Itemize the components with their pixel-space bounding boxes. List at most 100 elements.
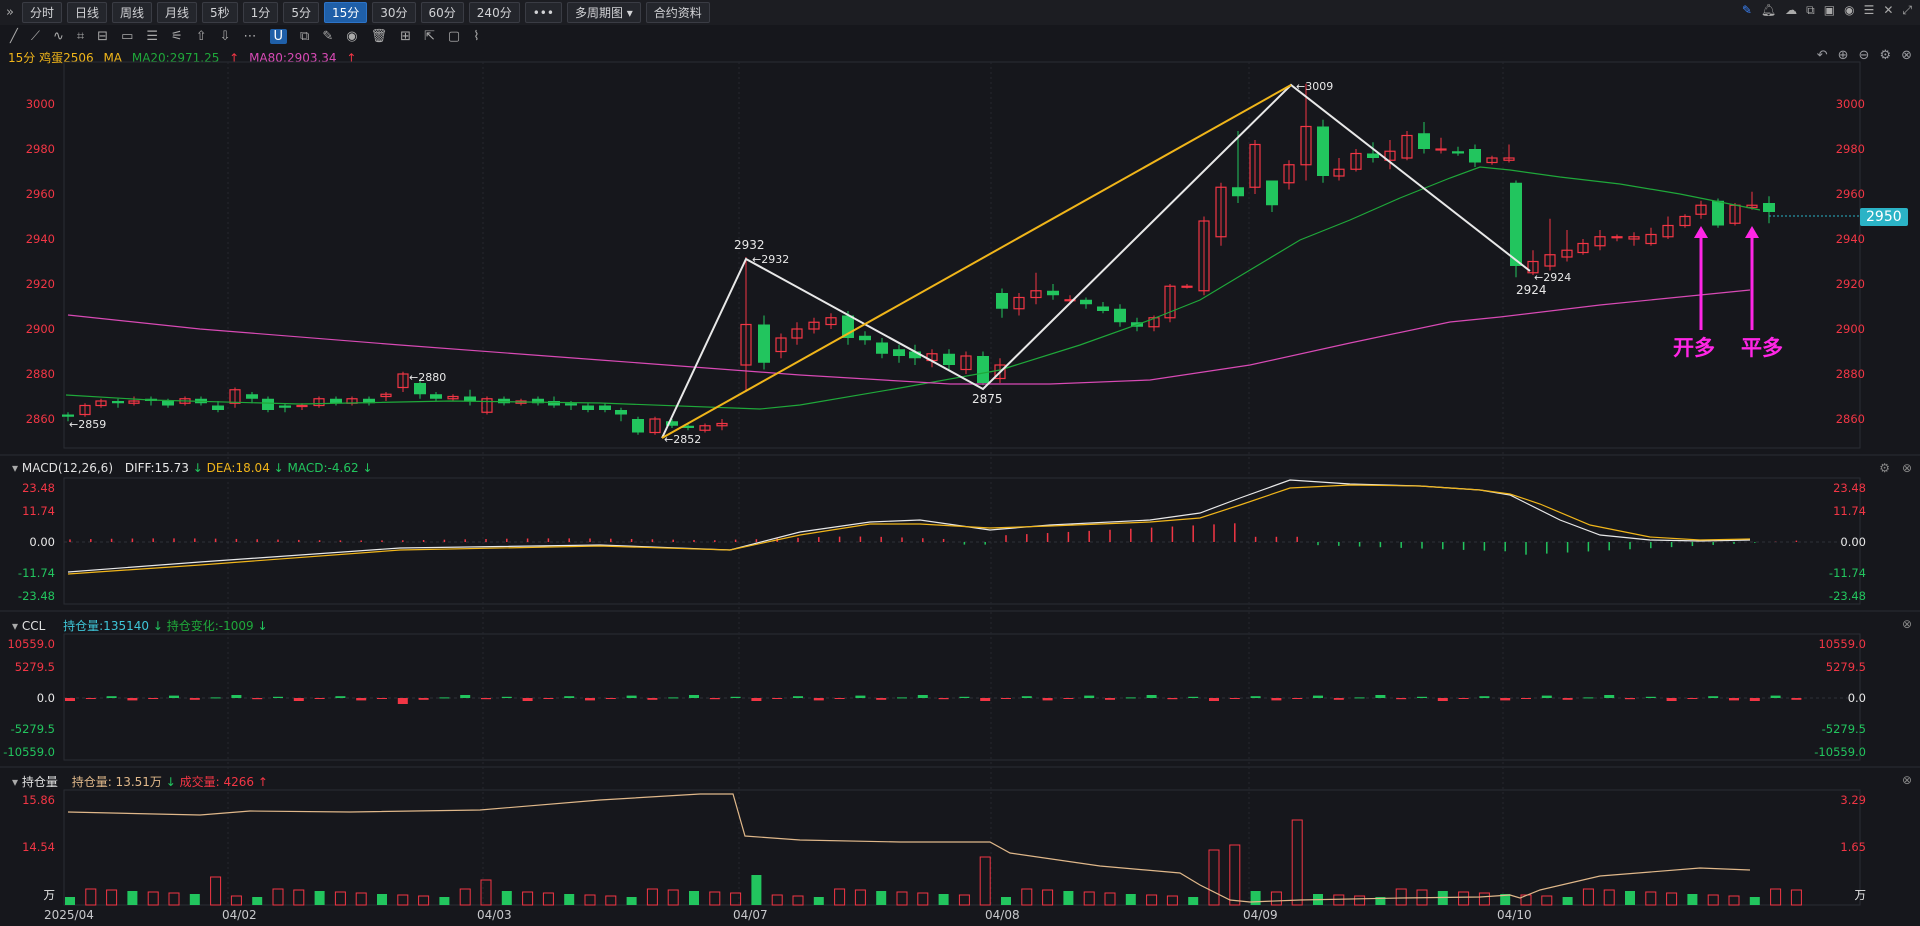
macd-settings-icon[interactable]: ⚙ — [1879, 461, 1890, 475]
fullscreen-icon[interactable]: ⤢ — [1902, 3, 1912, 17]
candle-up — [1215, 186, 1227, 238]
ccl-bar — [1417, 696, 1427, 698]
up-arrow-tool-icon[interactable]: ⇧ — [195, 28, 207, 44]
candle-up — [1283, 164, 1295, 184]
ccl-bar — [1042, 698, 1053, 701]
ruler-icon[interactable]: ⌇ — [473, 28, 480, 44]
ccl-bar — [1396, 698, 1407, 700]
candle-up — [791, 328, 803, 339]
collapse-icon[interactable]: ▾ — [12, 775, 19, 789]
wave-tool-icon[interactable]: ∿ — [52, 28, 64, 44]
group-icon[interactable]: ⊞ — [400, 28, 411, 44]
fib-tool-icon[interactable]: ⌗ — [76, 28, 85, 44]
close-icon[interactable]: ⊗ — [1901, 48, 1912, 63]
candle-up — [95, 400, 107, 407]
period-button[interactable]: 15分 — [323, 2, 368, 23]
main-right-tick: 2960 — [1835, 187, 1865, 201]
period-button[interactable]: 5分 — [283, 2, 319, 23]
period-button[interactable]: 30分 — [372, 2, 416, 23]
candle-up — [1333, 168, 1345, 177]
pencil-icon[interactable]: ✎ — [322, 28, 334, 44]
expand-icon[interactable]: » — [6, 5, 14, 20]
down-arrow-tool-icon[interactable]: ⇩ — [219, 28, 231, 44]
layers-icon[interactable]: ⧉ — [300, 28, 310, 44]
volume-bar — [168, 892, 180, 906]
pivot-2924-label: 2924 — [1516, 283, 1547, 297]
candle-up — [1628, 236, 1640, 240]
alert-bell-icon[interactable]: 🔔︎ — [1760, 3, 1777, 17]
settings-icon[interactable]: ⚙ — [1879, 48, 1892, 63]
volume-bar — [85, 888, 97, 906]
ccl-bar — [1666, 698, 1677, 701]
multi-period-label: 多周期图 — [574, 6, 623, 20]
export-icon[interactable]: ⇱ — [423, 28, 435, 44]
ccl-close-icon[interactable]: ⊗ — [1901, 617, 1912, 631]
volume-bar — [689, 891, 699, 905]
macd-right-tick: 11.74 — [1833, 504, 1866, 518]
period-button[interactable]: 60分 — [420, 2, 464, 23]
zoom-in-icon[interactable]: ⊕ — [1837, 48, 1849, 63]
list-icon[interactable]: ☰ — [1863, 3, 1875, 17]
time-axis-label: 2025/04 — [44, 908, 94, 922]
time-axis-label: 04/09 — [1243, 908, 1278, 922]
text-tool-icon[interactable]: ▭ — [121, 28, 134, 44]
cloud-icon[interactable]: ☁ — [1785, 3, 1798, 17]
candle-down — [632, 419, 644, 433]
volume-bar — [1063, 891, 1074, 905]
ccl-bar — [148, 698, 159, 699]
candle-down — [262, 398, 274, 410]
hline-tool-icon[interactable]: ☰ — [146, 28, 159, 44]
line-tool-icon[interactable]: ╱ — [10, 28, 18, 44]
more-button[interactable]: ••• — [524, 2, 562, 23]
candle-down — [330, 398, 342, 404]
candle-down — [682, 425, 694, 428]
candle-down — [1452, 151, 1464, 154]
channel-tool-icon[interactable]: ⊟ — [97, 28, 109, 44]
ccl-left-tick: -10559.0 — [3, 745, 55, 759]
period-button[interactable]: 分时 — [21, 2, 62, 23]
camera-icon[interactable]: ◉ — [1844, 3, 1855, 17]
undo-icon[interactable]: ↶ — [1816, 48, 1828, 63]
draw-pen-icon[interactable]: ✎ — [1741, 3, 1752, 17]
magnet-icon[interactable]: U — [269, 28, 288, 44]
candle-up — [1544, 254, 1556, 267]
volume-bar — [1125, 894, 1136, 905]
macd-legend: ▾ MACD(12,26,6) DIFF:15.73 ↓ DEA:18.04 ↓… — [12, 461, 373, 475]
ccl-bar — [876, 698, 887, 700]
oi-panel-close-icon[interactable]: ⊗ — [1901, 773, 1912, 787]
trash-icon[interactable]: 🗑︎ — [370, 28, 388, 44]
main-left-tick: 2960 — [25, 187, 55, 201]
candle-down — [666, 421, 678, 426]
ray-tool-icon[interactable]: ⟋ — [30, 28, 40, 44]
period-button[interactable]: 1分 — [242, 2, 279, 23]
period-button[interactable]: 240分 — [468, 2, 520, 23]
copy-icon[interactable]: ⧉ — [1806, 3, 1815, 17]
volume-bar — [439, 897, 450, 905]
ccl-bar — [1167, 698, 1178, 700]
contract-info-button[interactable]: 合约资料 — [645, 2, 710, 23]
period-button[interactable]: 月线 — [157, 2, 198, 23]
candle-up — [79, 404, 91, 416]
main-right-tick: 2860 — [1835, 412, 1865, 426]
collapse-icon[interactable]: ▾ — [12, 461, 19, 475]
period-button[interactable]: 周线 — [112, 2, 153, 23]
period-button[interactable]: 5秒 — [202, 2, 238, 23]
note-icon[interactable]: ▢ — [447, 28, 461, 44]
macd-close-icon[interactable]: ⊗ — [1901, 461, 1912, 475]
close-window-icon[interactable]: ✕ — [1883, 3, 1894, 17]
multi-period-dropdown[interactable]: 多周期图 ▾ — [566, 2, 641, 23]
ccl-bar — [668, 697, 679, 699]
period-button[interactable]: 日线 — [66, 2, 107, 23]
candle-up — [1030, 290, 1042, 299]
collapse-icon[interactable]: ▾ — [12, 619, 19, 633]
zoom-out-icon[interactable]: ⊖ — [1858, 48, 1870, 63]
eye-icon[interactable]: ◉ — [346, 28, 358, 44]
main-right-tick: 2940 — [1835, 232, 1865, 246]
ccl-bar — [1708, 696, 1719, 698]
pivot-2859-arrow: ←2859 — [69, 418, 107, 431]
window-icon[interactable]: ▣ — [1823, 3, 1836, 17]
ccl-bar — [1791, 698, 1802, 700]
more-tools-icon[interactable]: ⋯ — [243, 28, 257, 44]
adjust-tool-icon[interactable]: ⚟ — [171, 28, 183, 44]
